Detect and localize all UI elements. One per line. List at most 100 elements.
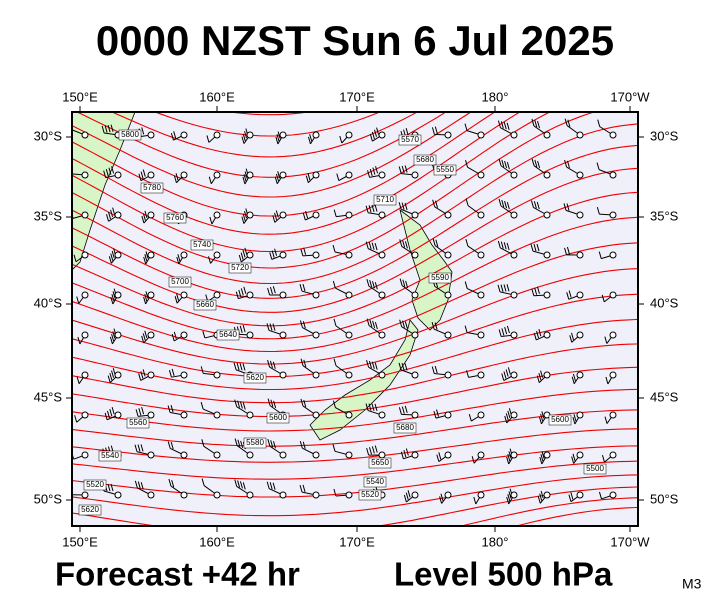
- barb-feather: [305, 175, 309, 183]
- barb-feather: [540, 370, 544, 378]
- barb-feather: [76, 296, 80, 304]
- station: [543, 451, 551, 459]
- barb-feather: [433, 410, 437, 419]
- station: [246, 331, 254, 339]
- contour-line: [72, 388, 638, 432]
- station: [477, 451, 485, 459]
- barb-feather: [274, 176, 278, 184]
- barb-feather: [299, 284, 303, 292]
- station: [180, 171, 188, 179]
- station: [609, 411, 617, 419]
- barb-feather: [200, 366, 204, 374]
- barb-feather: [398, 362, 402, 370]
- barb-feather: [371, 361, 375, 369]
- barb-feather: [465, 160, 469, 168]
- barb-feather: [536, 286, 540, 294]
- barb-feather: [242, 213, 246, 222]
- barb-feather: [365, 403, 369, 411]
- barb-feather: [240, 288, 244, 296]
- barb-feather: [506, 242, 510, 251]
- station: [576, 411, 584, 419]
- barb-feather: [273, 441, 276, 449]
- station: [444, 371, 452, 379]
- barb-feather: [507, 494, 511, 502]
- station: [411, 251, 419, 259]
- barb-feather: [503, 371, 507, 379]
- lon-label-top: 170°E: [339, 89, 375, 104]
- contour-label-box: [193, 299, 217, 311]
- contour-label: 5800: [121, 130, 139, 139]
- station: [279, 491, 287, 499]
- barb-feather: [431, 127, 435, 135]
- barb-feather: [374, 403, 378, 411]
- station: [510, 451, 518, 459]
- station: [576, 211, 584, 219]
- station: [510, 411, 518, 419]
- barb-feather: [375, 166, 379, 174]
- barb-feather: [274, 248, 278, 256]
- lon-label-bottom: 170°E: [339, 534, 375, 549]
- barb-feather: [140, 371, 144, 379]
- barb-feather: [239, 401, 243, 409]
- barb-feather: [143, 296, 147, 305]
- lat-label-left: 40°S: [34, 295, 63, 310]
- barb-feather: [374, 243, 378, 251]
- station: [147, 131, 155, 139]
- barb-feather: [110, 124, 114, 132]
- contour-label-box: [398, 134, 422, 146]
- barb-feather: [569, 335, 573, 343]
- barb-feather: [497, 240, 501, 249]
- station: [510, 171, 518, 179]
- contour-line: [72, 112, 597, 269]
- barb-feather: [539, 456, 543, 465]
- station: [609, 371, 617, 379]
- barb-feather: [530, 200, 534, 208]
- barb-feather: [508, 451, 512, 459]
- contour-line: [72, 343, 638, 404]
- barb-feather: [177, 254, 181, 262]
- barb-feather: [200, 401, 204, 410]
- barb-feather: [107, 483, 111, 492]
- barb-feather: [508, 491, 512, 499]
- barb-feather: [401, 362, 405, 371]
- contour-line: [72, 268, 638, 365]
- barb-feather: [272, 215, 276, 223]
- barb-feather: [432, 199, 436, 207]
- barb-feather: [303, 399, 307, 408]
- station: [213, 171, 221, 179]
- barb-feather: [464, 123, 468, 131]
- contour-label-box: [163, 212, 187, 224]
- barb-feather: [300, 358, 304, 366]
- contour-label-box: [78, 504, 102, 516]
- australia: [72, 112, 136, 271]
- barb-feather: [170, 405, 174, 413]
- barb-feather: [435, 200, 438, 208]
- barb-feather: [307, 173, 311, 181]
- barb-feather: [398, 407, 402, 415]
- barb-feather: [76, 376, 80, 384]
- barb-feather: [432, 238, 436, 246]
- contour-line: [72, 428, 638, 463]
- contour-line: [72, 112, 552, 253]
- barb-feather: [404, 321, 408, 329]
- barb-feather: [403, 494, 407, 503]
- barb-feather: [170, 133, 174, 141]
- lon-label-bottom: 170°W: [610, 534, 650, 549]
- barb-feather: [503, 121, 507, 130]
- station: [609, 251, 617, 259]
- barb-feather: [506, 284, 510, 292]
- barb-feather: [138, 408, 142, 416]
- barb-feather: [109, 372, 113, 381]
- barb-feather: [507, 410, 511, 418]
- barb-feather: [538, 328, 542, 337]
- barb-feather: [439, 496, 443, 504]
- barb-feather: [403, 449, 407, 458]
- barb-feather: [309, 133, 313, 142]
- barb-feather: [366, 448, 370, 456]
- station: [609, 491, 617, 499]
- station: [345, 331, 353, 339]
- barb-feather: [170, 441, 174, 450]
- barb-feather: [333, 488, 337, 497]
- barb-feather: [536, 375, 540, 383]
- barb-feather: [530, 243, 534, 252]
